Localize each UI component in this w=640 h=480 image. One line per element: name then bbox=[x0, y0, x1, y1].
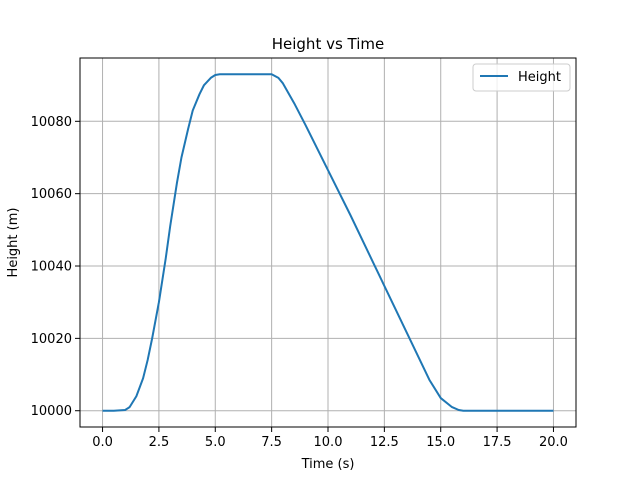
legend: Height bbox=[472, 63, 571, 92]
y-tick-label: 10020 bbox=[31, 332, 72, 347]
x-tick-label: 17.5 bbox=[483, 435, 512, 450]
x-tick-label: 7.5 bbox=[261, 435, 282, 450]
x-axis-label: Time (s) bbox=[301, 457, 355, 472]
legend-box bbox=[472, 63, 571, 92]
y-tick-label: 10000 bbox=[31, 404, 72, 419]
x-tick-label: 20.0 bbox=[539, 435, 568, 450]
chart-title: Height vs Time bbox=[272, 35, 385, 53]
series-line-height bbox=[102, 73, 554, 412]
x-tick-label: 15.0 bbox=[426, 435, 455, 450]
series-layer bbox=[102, 73, 554, 412]
legend-label: Height bbox=[518, 70, 561, 85]
x-tick-label: 5.0 bbox=[205, 435, 226, 450]
y-tick-label: 10080 bbox=[31, 115, 72, 130]
x-tick-label: 2.5 bbox=[149, 435, 170, 450]
y-axis-label: Height (m) bbox=[6, 208, 21, 278]
y-tick-label: 10060 bbox=[31, 187, 72, 202]
y-tick-label: 10040 bbox=[31, 260, 72, 275]
x-tick-label: 0.0 bbox=[92, 435, 113, 450]
x-tick-label: 12.5 bbox=[370, 435, 399, 450]
ticks: 0.0 2.5 5.0 7.5 10.0 12.5 15.0 17.5 20.0 10000 100… bbox=[31, 115, 568, 450]
x-tick-label: 10.0 bbox=[314, 435, 343, 450]
